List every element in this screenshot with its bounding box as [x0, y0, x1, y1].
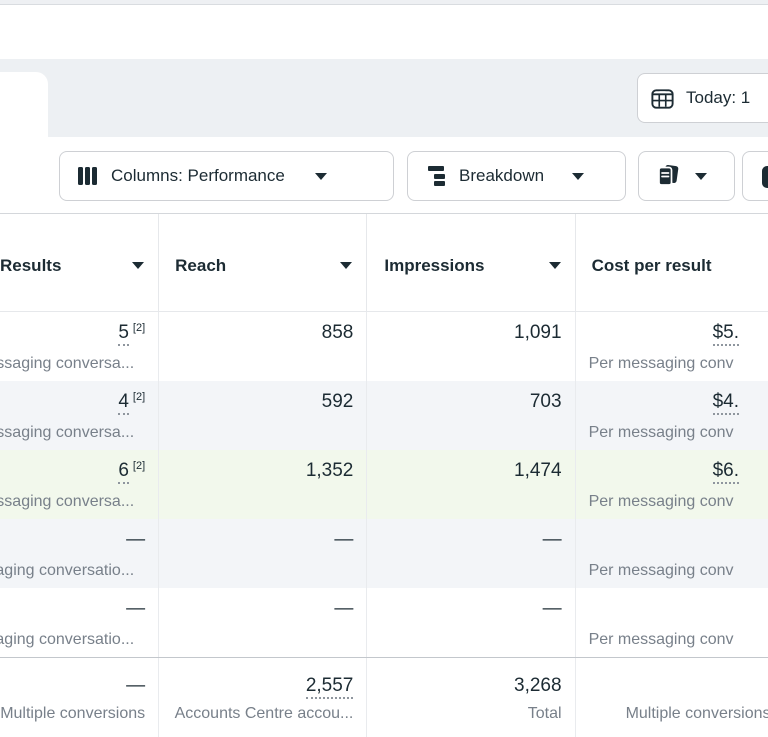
results-total-value: — — [126, 675, 146, 696]
cell-results-total: — Multiple conversions — [0, 658, 158, 737]
table-totals-row: — Multiple conversions 2,557 Accounts Ce… — [0, 657, 768, 737]
chevron-down-icon — [132, 262, 145, 269]
cell-results: — Per messaging conversatio... — [0, 588, 158, 657]
results-value: — — [126, 529, 146, 550]
impressions-value: 703 — [529, 391, 562, 412]
column-header-label: Impressions — [384, 256, 485, 275]
results-subtitle: Per messaging conversa... — [0, 424, 135, 441]
results-subtitle: Per messaging conversa... — [0, 355, 135, 372]
columns-icon — [78, 167, 97, 185]
cell-impressions-total: 3,268 Total — [366, 658, 574, 737]
cost-value[interactable]: $6. — [712, 459, 739, 484]
clipped-icon — [762, 166, 768, 188]
cost-subtitle: Per messaging conv — [588, 424, 734, 441]
chevron-down-icon — [340, 262, 353, 269]
column-header-label: Cost per result — [591, 256, 712, 275]
results-total-subtitle: Multiple conversions — [0, 705, 146, 722]
reach-total-subtitle: Accounts Centre accou... — [174, 705, 354, 722]
cost-subtitle: Per messaging conv — [588, 562, 734, 579]
cost-value[interactable]: $4. — [712, 390, 739, 415]
reach-total-value[interactable]: 2,557 — [305, 674, 354, 699]
chevron-down-icon — [695, 172, 707, 180]
cost-subtitle: Per messaging conv — [588, 355, 734, 372]
chevron-down-icon — [572, 172, 585, 180]
table-row: — Per messaging conversatio... — — Per m… — [0, 588, 768, 657]
table-row: 4[2] Per messaging conversa... 592 703 $… — [0, 381, 768, 450]
reach-value: — — [334, 529, 354, 550]
columns-button[interactable]: Columns: Performance — [59, 151, 394, 201]
breakdown-icon — [428, 166, 445, 186]
column-header-cost-per-result[interactable]: Cost per result — [574, 214, 768, 311]
column-header-results[interactable]: Results — [0, 214, 158, 311]
cell-impressions: — — [366, 588, 574, 657]
cell-cost-total: Multiple conversions — [574, 658, 768, 737]
results-table: Results Reach Impressions Cost per resul… — [0, 213, 768, 737]
table-header-row: Results Reach Impressions Cost per resul… — [0, 214, 768, 312]
cell-reach: 592 — [158, 381, 366, 450]
cell-impressions: 1,474 — [366, 450, 574, 519]
cell-reach: 1,352 — [158, 450, 366, 519]
cell-cost: Per messaging conv — [574, 519, 768, 588]
toolbar-button-clipped[interactable] — [742, 151, 768, 201]
cost-total-subtitle: Multiple conversions — [625, 705, 768, 722]
cell-cost: $5. Per messaging conv — [574, 312, 768, 381]
column-header-reach[interactable]: Reach — [158, 214, 366, 311]
cell-impressions: 1,091 — [366, 312, 574, 381]
cell-impressions: 703 — [366, 381, 574, 450]
pages-icon — [655, 163, 681, 189]
cell-results: — Per messaging conversatio... — [0, 519, 158, 588]
results-subtitle: Per messaging conversatio... — [0, 631, 135, 648]
date-range-button[interactable]: Today: 1 — [637, 73, 768, 123]
table-row-highlighted: 6[2] Per messaging conversa... 1,352 1,4… — [0, 450, 768, 519]
reach-value: — — [334, 598, 354, 619]
reach-value: 592 — [321, 391, 354, 412]
results-value[interactable]: 5 [2] — [118, 321, 145, 347]
cost-value[interactable]: $5. — [712, 321, 739, 346]
impressions-value: 1,091 — [514, 322, 562, 343]
impressions-value: — — [542, 529, 562, 550]
cell-reach: — — [158, 519, 366, 588]
columns-button-label: Columns: Performance — [111, 166, 285, 185]
impressions-total-subtitle: Total — [527, 705, 562, 722]
date-range-label: Today: 1 — [686, 88, 751, 107]
column-header-label: Reach — [175, 256, 227, 275]
table-row: 5[2] Per messaging conversa... 858 1,091… — [0, 312, 768, 381]
calendar-icon — [651, 88, 674, 109]
breakdown-button-label: Breakdown — [459, 166, 545, 185]
results-subtitle: Per messaging conversa... — [0, 493, 135, 510]
breakdown-button[interactable]: Breakdown — [407, 151, 626, 201]
results-subtitle: Per messaging conversatio... — [0, 562, 135, 579]
footnote-marker: [2] — [132, 391, 146, 403]
cell-impressions: — — [366, 519, 574, 588]
cost-subtitle: Per messaging conv — [588, 631, 734, 648]
top-divider — [0, 0, 768, 5]
table-row: — Per messaging conversatio... — — Per m… — [0, 519, 768, 588]
cell-cost: Per messaging conv — [574, 588, 768, 657]
column-header-impressions[interactable]: Impressions — [366, 214, 574, 311]
reach-value: 1,352 — [305, 460, 354, 481]
cost-subtitle: Per messaging conv — [588, 493, 734, 510]
cell-reach-total: 2,557 Accounts Centre accou... — [158, 658, 366, 737]
impressions-value: 1,474 — [514, 460, 562, 481]
cell-results: 4[2] Per messaging conversa... — [0, 381, 158, 450]
results-value: — — [126, 598, 146, 619]
chevron-down-icon — [548, 262, 561, 269]
footnote-marker: [2] — [132, 460, 146, 472]
impressions-total-value: 3,268 — [514, 675, 562, 696]
results-value[interactable]: 6 [2] — [118, 459, 145, 485]
cell-cost: $6. Per messaging conv — [574, 450, 768, 519]
column-header-label: Results — [0, 256, 62, 275]
cell-cost: $4. Per messaging conv — [574, 381, 768, 450]
impressions-value: — — [542, 598, 562, 619]
cell-reach: — — [158, 588, 366, 657]
reach-value: 858 — [321, 322, 354, 343]
cell-reach: 858 — [158, 312, 366, 381]
footnote-marker: [2] — [132, 322, 146, 334]
results-value[interactable]: 4 [2] — [118, 390, 145, 416]
active-tab-edge[interactable] — [0, 72, 48, 137]
chevron-down-icon — [314, 172, 327, 180]
reports-button[interactable] — [638, 151, 735, 201]
cell-results: 5[2] Per messaging conversa... — [0, 312, 158, 381]
cell-results: 6[2] Per messaging conversa... — [0, 450, 158, 519]
